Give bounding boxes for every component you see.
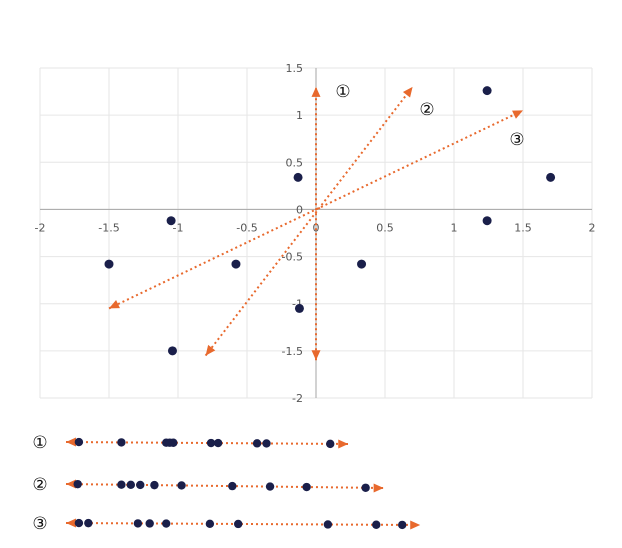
projected-point bbox=[265, 482, 275, 491]
projected-point bbox=[323, 520, 333, 529]
data-point bbox=[293, 172, 303, 182]
projection-rows: ① ② ③ bbox=[32, 433, 421, 534]
direction-labels: ① ② ③ bbox=[335, 82, 524, 150]
projected-point bbox=[169, 438, 178, 447]
projected-point bbox=[177, 481, 186, 490]
projected-point bbox=[126, 480, 136, 490]
data-points bbox=[104, 86, 556, 356]
arrowhead bbox=[66, 479, 76, 489]
y-tick-label: 1 bbox=[296, 109, 303, 122]
arrowhead bbox=[410, 520, 421, 530]
arrowhead bbox=[402, 86, 413, 98]
data-point bbox=[482, 86, 492, 96]
x-tick-label: 1 bbox=[451, 221, 458, 234]
arrowhead bbox=[66, 437, 76, 447]
projected-point bbox=[252, 439, 262, 448]
data-point bbox=[294, 303, 304, 313]
y-tick-label: -1 bbox=[292, 298, 303, 311]
x-tick-label: 2 bbox=[589, 221, 596, 234]
direction-label: ③ bbox=[509, 130, 524, 150]
projected-point bbox=[133, 519, 143, 528]
projected-point bbox=[372, 520, 381, 529]
projected-point bbox=[228, 481, 237, 491]
direction-arrow-line bbox=[204, 86, 414, 357]
direction-label: ② bbox=[419, 100, 434, 120]
y-tick-label: -2 bbox=[292, 392, 303, 405]
arrowhead bbox=[109, 300, 120, 309]
projection-row-label: ③ bbox=[32, 514, 47, 534]
projected-point bbox=[361, 483, 370, 492]
arrowhead bbox=[512, 110, 523, 119]
x-tick-label: 1.5 bbox=[514, 221, 532, 234]
projected-point bbox=[234, 519, 243, 529]
x-tick-label: 0 bbox=[313, 221, 320, 234]
projected-point bbox=[73, 479, 82, 489]
direction-arrows bbox=[108, 86, 524, 361]
x-tick-label: -2 bbox=[35, 221, 46, 234]
direction-label: ① bbox=[335, 82, 350, 102]
projected-point bbox=[136, 480, 145, 490]
data-point bbox=[231, 259, 241, 269]
direction-arrow-line bbox=[108, 109, 524, 310]
tick-labels: -2 -1.5 -1 -0.5 0 0.5 1 1.5 2 1.5 1 0.5 0 -0.5 -1 -1.5 -… bbox=[35, 62, 596, 405]
projected-point bbox=[302, 482, 311, 492]
y-tick-label: 0.5 bbox=[286, 156, 304, 169]
projected-point bbox=[206, 438, 216, 448]
arrowhead bbox=[205, 344, 216, 356]
projected-point bbox=[326, 439, 335, 449]
projected-point bbox=[74, 437, 84, 447]
x-tick-label: -1.5 bbox=[98, 221, 119, 234]
data-point bbox=[166, 216, 176, 226]
y-tick-label: 1.5 bbox=[286, 62, 304, 75]
projection-row-label: ① bbox=[32, 433, 47, 453]
projection-row-arrow bbox=[65, 522, 421, 526]
projected-point bbox=[145, 519, 154, 528]
projected-point bbox=[398, 520, 407, 530]
arrowhead bbox=[338, 439, 349, 449]
data-point bbox=[357, 259, 367, 269]
data-point bbox=[482, 216, 492, 226]
x-tick-label: -1 bbox=[173, 221, 184, 234]
projected-point bbox=[117, 438, 126, 447]
data-point bbox=[167, 346, 177, 356]
projected-point bbox=[262, 439, 271, 448]
projected-point bbox=[74, 518, 84, 528]
projection-row-label: ② bbox=[32, 475, 47, 495]
projected-point bbox=[84, 518, 93, 528]
projected-point bbox=[205, 519, 215, 529]
arrowhead bbox=[311, 86, 321, 97]
y-tick-label: -1.5 bbox=[282, 345, 303, 358]
arrowhead bbox=[311, 350, 321, 361]
x-tick-label: 0.5 bbox=[376, 221, 394, 234]
projected-point bbox=[117, 480, 126, 489]
projected-point bbox=[162, 519, 171, 528]
arrowhead bbox=[66, 518, 76, 528]
y-tick-label: -0.5 bbox=[282, 251, 303, 264]
projected-point bbox=[150, 480, 159, 490]
data-point bbox=[546, 172, 556, 182]
arrowhead bbox=[373, 483, 384, 493]
projected-point bbox=[213, 438, 223, 448]
projection-row-arrow bbox=[65, 483, 384, 489]
data-point bbox=[104, 259, 114, 269]
y-tick-label: 0 bbox=[296, 203, 303, 216]
x-tick-label: -0.5 bbox=[236, 221, 257, 234]
